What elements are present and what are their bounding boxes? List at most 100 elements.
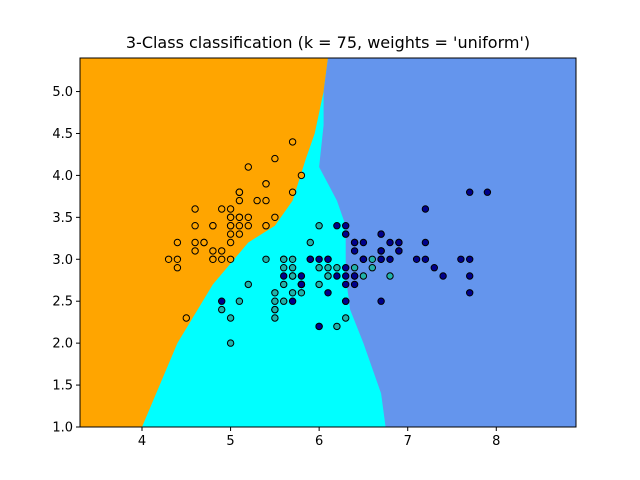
point-class_0 <box>191 247 199 255</box>
point-class_2 <box>457 255 465 263</box>
point-class_1 <box>280 255 288 263</box>
point-class_0 <box>191 238 199 247</box>
point-class_2 <box>466 188 474 196</box>
point-class_0 <box>235 230 244 238</box>
x-tick-label: 6 <box>315 434 323 449</box>
point-class_2 <box>288 297 297 305</box>
point-class_2 <box>333 272 341 280</box>
point-class_0 <box>288 138 297 146</box>
point-class_2 <box>280 272 288 280</box>
point-class_0 <box>191 205 199 213</box>
y-tick-label: 5.0 <box>52 85 73 100</box>
point-class_0 <box>226 205 235 213</box>
point-class_0 <box>262 222 270 230</box>
y-tick-label: 2.5 <box>52 295 73 310</box>
point-class_2 <box>218 297 226 305</box>
point-class_0 <box>262 180 270 188</box>
region-class-2 <box>319 58 576 427</box>
point-class_0 <box>209 222 217 230</box>
point-class_1 <box>271 314 279 322</box>
point-class_1 <box>262 255 270 263</box>
point-class_0 <box>226 222 235 230</box>
point-class_2 <box>359 255 368 263</box>
point-class_1 <box>368 255 376 263</box>
point-class_1 <box>315 280 323 289</box>
point-class_0 <box>173 264 182 272</box>
point-class_2 <box>466 272 474 280</box>
point-class_0 <box>182 314 191 322</box>
point-class_0 <box>226 213 235 222</box>
point-class_2 <box>315 255 323 263</box>
point-class_2 <box>342 297 350 305</box>
point-class_0 <box>262 196 270 205</box>
point-class_2 <box>466 289 474 297</box>
x-tick-label: 4 <box>138 434 146 449</box>
point-class_2 <box>359 238 368 247</box>
point-class_0 <box>209 255 217 263</box>
point-class_0 <box>191 222 199 230</box>
point-class_1 <box>350 264 359 272</box>
point-class_1 <box>244 280 253 289</box>
point-class_2 <box>350 247 359 255</box>
y-tick-label: 3.5 <box>52 211 73 226</box>
point-class_1 <box>226 339 235 347</box>
point-class_0 <box>226 238 235 247</box>
point-class_0 <box>209 247 217 255</box>
point-class_0 <box>218 205 226 213</box>
y-tick-label: 1.5 <box>52 379 73 394</box>
point-class_1 <box>288 255 297 263</box>
point-class_2 <box>395 238 403 247</box>
point-class_2 <box>315 322 323 331</box>
point-class_1 <box>288 272 297 280</box>
point-class_0 <box>297 171 306 180</box>
point-class_1 <box>271 297 279 305</box>
point-class_0 <box>200 238 208 247</box>
point-class_0 <box>253 196 261 205</box>
point-class_1 <box>315 264 323 272</box>
point-class_1 <box>280 280 288 289</box>
point-class_0 <box>226 255 235 263</box>
point-class_0 <box>244 163 253 171</box>
point-class_0 <box>244 213 253 222</box>
y-tick-label: 1.0 <box>52 421 73 436</box>
point-class_0 <box>271 213 279 222</box>
point-class_2 <box>430 264 438 272</box>
point-class_0 <box>235 213 244 222</box>
y-tick-label: 2.0 <box>52 337 73 352</box>
x-tick-label: 5 <box>226 434 234 449</box>
point-class_1 <box>333 264 341 272</box>
point-class_1 <box>359 272 368 280</box>
point-class_1 <box>333 322 341 331</box>
y-tick-label: 4.0 <box>52 169 73 184</box>
point-class_2 <box>377 297 385 305</box>
point-class_2 <box>342 272 350 280</box>
point-class_2 <box>421 205 430 213</box>
point-class_0 <box>235 196 244 205</box>
point-class_2 <box>297 280 306 289</box>
x-tick-label: 7 <box>404 434 412 449</box>
point-class_1 <box>386 272 394 280</box>
plot-frame <box>79 57 577 428</box>
point-class_1 <box>218 305 226 314</box>
point-class_2 <box>342 264 350 272</box>
point-class_1 <box>288 264 297 272</box>
y-tick-label: 4.5 <box>52 127 73 142</box>
point-class_2 <box>350 272 359 280</box>
point-class_0 <box>164 255 173 263</box>
point-class_0 <box>271 154 279 163</box>
point-class_1 <box>306 238 314 247</box>
point-class_0 <box>244 222 253 230</box>
point-class_2 <box>386 255 394 263</box>
point-class_1 <box>280 264 288 272</box>
point-class_2 <box>421 238 430 247</box>
point-class_2 <box>377 230 385 238</box>
data-points <box>164 138 492 347</box>
point-class_2 <box>377 255 385 263</box>
point-class_0 <box>218 255 226 263</box>
point-class_2 <box>324 255 332 263</box>
point-class_0 <box>173 238 182 247</box>
point-class_1 <box>315 222 323 230</box>
x-axis: 4 5 6 7 8 <box>138 427 500 449</box>
point-class_2 <box>421 255 430 263</box>
